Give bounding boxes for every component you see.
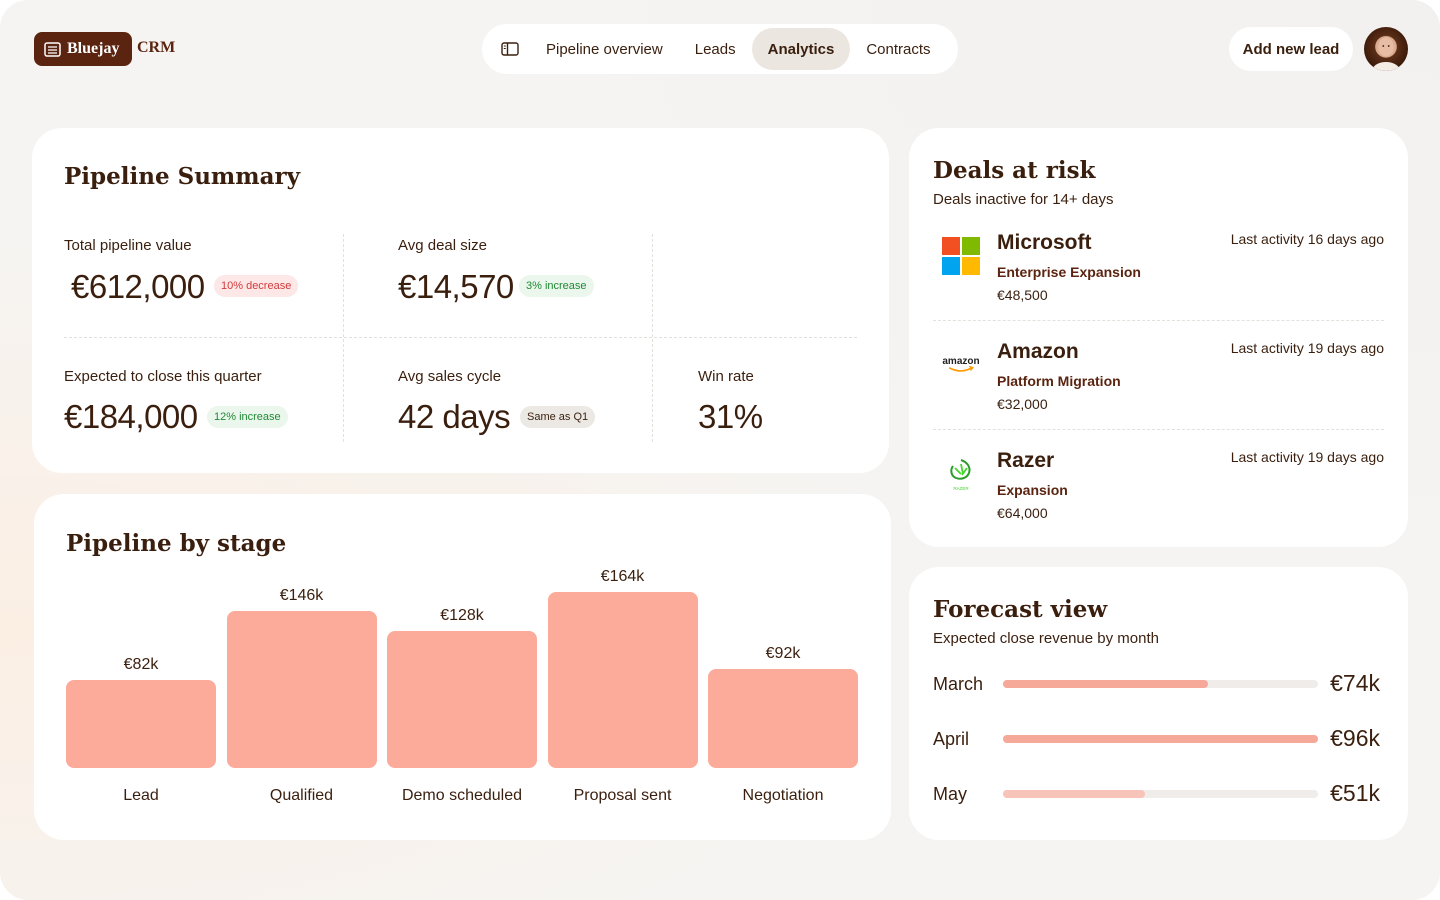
deal-row-microsoft[interactable]: Microsoft Enterprise Expansion €48,500 L… bbox=[933, 228, 1384, 323]
forecast-bar-fill bbox=[1003, 735, 1318, 743]
metric-label-total-pipeline: Total pipeline value bbox=[64, 237, 192, 254]
metric-value-win-rate: 31% bbox=[698, 398, 763, 435]
nav-analytics[interactable]: Analytics bbox=[751, 28, 851, 70]
deal-row-razer[interactable]: RAZER Razer Expansion €64,000 Last activ… bbox=[933, 446, 1384, 541]
nav-leads[interactable]: Leads bbox=[694, 40, 736, 58]
forecast-bar-fill bbox=[1003, 790, 1145, 798]
forecast-month: May bbox=[933, 784, 968, 804]
deal-company: Amazon bbox=[997, 340, 1079, 363]
status-badge: 12% increase bbox=[207, 406, 288, 428]
forecast-value: €51k bbox=[1330, 780, 1380, 806]
deal-amount: €48,500 bbox=[997, 287, 1048, 303]
forecast-bar-fill bbox=[1003, 680, 1208, 688]
brand-suffix: CRM bbox=[137, 39, 176, 56]
status-badge: Same as Q1 bbox=[520, 406, 596, 428]
bar-category-label: Lead bbox=[123, 787, 159, 804]
divider bbox=[933, 429, 1384, 430]
deals-at-risk-title: Deals at risk bbox=[933, 157, 1096, 184]
forecast-view-title: Forecast view bbox=[933, 596, 1108, 623]
forecast-bar-track bbox=[1003, 790, 1318, 798]
metric-label-win-rate: Win rate bbox=[698, 368, 754, 385]
bar-lead[interactable] bbox=[66, 680, 216, 768]
deal-last-activity: Last activity 16 days ago bbox=[1230, 231, 1384, 247]
status-badge: 10% decrease bbox=[214, 275, 299, 297]
deal-company: Microsoft bbox=[997, 231, 1092, 254]
status-badge: 3% increase bbox=[519, 275, 594, 297]
forecast-bar-track bbox=[1003, 680, 1318, 688]
brand-logo[interactable]: Bluejay bbox=[34, 32, 132, 66]
amazon-logo-text: amazon bbox=[942, 356, 979, 367]
divider bbox=[933, 320, 1384, 321]
forecast-view-subtitle: Expected close revenue by month bbox=[933, 630, 1159, 647]
divider bbox=[652, 234, 653, 442]
forecast-value: €74k bbox=[1330, 670, 1380, 696]
bar-negotiation[interactable] bbox=[708, 669, 858, 768]
deals-at-risk-card: Deals at risk Deals inactive for 14+ day… bbox=[909, 128, 1408, 547]
razer-logo: RAZER bbox=[941, 454, 981, 494]
add-new-lead-button[interactable]: Add new lead bbox=[1229, 27, 1353, 71]
deal-project: Platform Migration bbox=[997, 373, 1121, 389]
deal-project: Expansion bbox=[997, 482, 1068, 498]
user-avatar[interactable] bbox=[1364, 27, 1408, 71]
bar-category-label: Qualified bbox=[269, 787, 334, 804]
bar-category-label: Proposal sent bbox=[573, 787, 672, 804]
deal-row-amazon[interactable]: amazon Amazon Platform Migration €32,000… bbox=[933, 337, 1384, 432]
metric-label-avg-deal: Avg deal size bbox=[398, 237, 487, 254]
bar-proposal-sent[interactable] bbox=[547, 592, 698, 768]
pipeline-summary-title: Pipeline Summary bbox=[64, 163, 300, 190]
deal-amount: €32,000 bbox=[997, 396, 1048, 412]
forecast-month: April bbox=[933, 729, 970, 749]
pipeline-by-stage-title: Pipeline by stage bbox=[66, 530, 287, 557]
metric-value-expected-close: €184,000 bbox=[64, 398, 198, 435]
razer-logo-text: RAZER bbox=[953, 486, 969, 491]
sidebar-icon[interactable] bbox=[490, 29, 530, 69]
deal-project: Enterprise Expansion bbox=[997, 264, 1141, 280]
deal-last-activity: Last activity 19 days ago bbox=[1230, 340, 1384, 356]
microsoft-logo bbox=[941, 236, 981, 276]
nav-pipeline-overview[interactable]: Pipeline overview bbox=[546, 40, 663, 58]
bar-value-label: €92k bbox=[765, 645, 801, 663]
bar-demo-scheduled[interactable] bbox=[387, 630, 537, 768]
amazon-logo: amazon bbox=[941, 345, 981, 385]
main-nav: Pipeline overview Leads Analytics Contra… bbox=[482, 24, 958, 74]
metric-value-total-pipeline: €612,000 bbox=[71, 268, 205, 305]
metric-value-sales-cycle: 42 days bbox=[398, 398, 511, 435]
metric-label-expected-close: Expected to close this quarter bbox=[64, 368, 262, 385]
bar-value-label: €164k bbox=[600, 568, 645, 585]
bar-value-label: €82k bbox=[123, 656, 159, 673]
brand-name: Bluejay bbox=[67, 40, 120, 57]
pipeline-by-stage-card: Pipeline by stage €82k Lead €146k Qualified… bbox=[34, 494, 891, 840]
forecast-month: March bbox=[933, 674, 984, 694]
deal-company: Razer bbox=[997, 449, 1055, 472]
logo-icon bbox=[44, 41, 61, 57]
divider bbox=[343, 234, 344, 442]
bar-value-label: €146k bbox=[279, 587, 324, 605]
bar-category-label: Demo scheduled bbox=[401, 787, 523, 804]
deal-amount: €64,000 bbox=[997, 505, 1048, 521]
bar-category-label: Negotiation bbox=[742, 787, 824, 804]
metric-label-sales-cycle: Avg sales cycle bbox=[398, 368, 502, 385]
nav-contracts[interactable]: Contracts bbox=[866, 40, 931, 58]
divider bbox=[64, 337, 857, 338]
forecast-bar-track bbox=[1003, 735, 1318, 743]
deals-at-risk-subtitle: Deals inactive for 14+ days bbox=[933, 191, 1114, 208]
bar-qualified[interactable] bbox=[226, 611, 377, 768]
deal-last-activity: Last activity 19 days ago bbox=[1230, 449, 1384, 465]
forecast-value: €96k bbox=[1330, 725, 1380, 751]
bar-value-label: €128k bbox=[440, 606, 484, 624]
metric-value-avg-deal: €14,570 bbox=[398, 268, 514, 305]
forecast-view-card: Forecast view Expected close revenue by … bbox=[909, 567, 1408, 840]
pipeline-summary-card: Pipeline Summary Total pipeline value €6… bbox=[32, 128, 889, 473]
